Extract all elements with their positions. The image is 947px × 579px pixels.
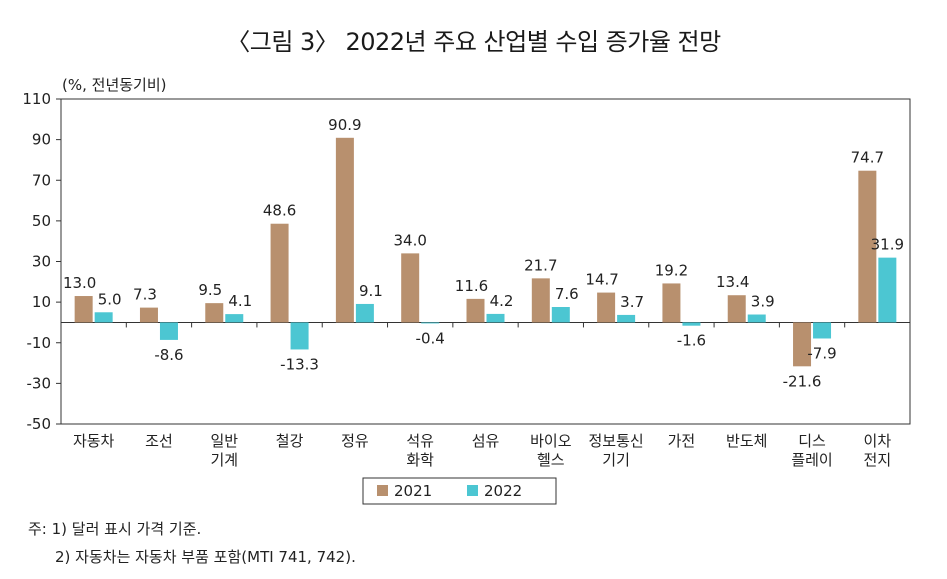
- y-tick-label: -10: [27, 334, 52, 352]
- bar-2021: [466, 298, 485, 323]
- bar-2021: [335, 137, 354, 323]
- x-category-label: 헬스: [537, 451, 565, 469]
- bar-2022: [486, 313, 505, 323]
- bar-2022: [551, 307, 570, 323]
- chart-title: 〈그림 3〉 2022년 주요 산업별 수입 증가율 전망: [226, 28, 721, 56]
- bar-2022: [159, 322, 178, 340]
- x-category-label: 정유: [341, 432, 369, 450]
- data-label-2021: 74.7: [851, 149, 884, 167]
- bar-2021: [727, 295, 746, 323]
- x-category-label: 기기: [602, 451, 630, 469]
- x-category-label: 디스: [798, 432, 826, 450]
- data-label-2021: 9.5: [198, 281, 222, 299]
- data-label-2022: 3.9: [751, 293, 775, 311]
- x-category-label: 이차: [864, 432, 892, 450]
- data-label-2022: 4.2: [490, 292, 514, 310]
- data-label-2021: 7.3: [133, 286, 157, 304]
- y-tick-label: 10: [32, 293, 51, 311]
- bar-2022: [813, 322, 832, 339]
- footnote-2: 2) 자동차는 자동차 부품 포함(MTI 741, 742).: [55, 548, 356, 566]
- data-label-2022: -7.9: [807, 344, 836, 362]
- y-tick-label: 50: [32, 212, 51, 230]
- legend-swatch-2022: [467, 485, 478, 496]
- data-label-2021: 13.4: [716, 273, 749, 291]
- data-label-2021: 14.7: [585, 271, 618, 289]
- y-axis-unit-label: (%, 전년동기비): [62, 76, 167, 94]
- bar-2022: [355, 303, 374, 323]
- y-tick-label: -30: [27, 374, 52, 392]
- x-category-label: 바이오: [530, 432, 572, 450]
- data-label-2022: -0.4: [416, 329, 445, 347]
- y-tick-label: -50: [27, 415, 52, 433]
- data-label-2022: -13.3: [280, 355, 319, 373]
- data-label-2021: 11.6: [455, 277, 488, 295]
- legend-label-2021: 2021: [394, 482, 432, 500]
- bar-2021: [205, 303, 224, 323]
- x-category-label: 석유: [406, 432, 434, 450]
- bar-2021: [531, 278, 550, 323]
- bar-2022: [747, 314, 766, 323]
- bar-2021: [793, 322, 812, 367]
- x-category-label: 섬유: [472, 432, 500, 450]
- legend-label-2022: 2022: [484, 482, 522, 500]
- bar-2021: [139, 307, 158, 323]
- x-category-label: 전지: [864, 451, 892, 469]
- x-category-label: 플레이: [791, 451, 832, 469]
- x-category-label: 조선: [145, 432, 173, 450]
- bar-2022: [290, 322, 309, 350]
- bar-2022: [617, 314, 636, 323]
- x-category-label: 정보통신: [589, 432, 644, 450]
- data-label-2021: 34.0: [393, 231, 426, 249]
- bar-2022: [682, 322, 701, 326]
- x-category-label: 반도체: [726, 432, 767, 450]
- data-label-2022: 4.1: [228, 292, 252, 310]
- x-category-label: 자동차: [73, 432, 115, 450]
- legend-box: [362, 477, 557, 505]
- y-tick-label: 70: [32, 171, 51, 189]
- bar-2021: [270, 223, 289, 323]
- x-category-label: 화학: [406, 451, 434, 469]
- data-label-2021: 21.7: [524, 256, 557, 274]
- data-label-2022: 5.0: [98, 290, 122, 308]
- bar-2022: [225, 314, 244, 323]
- bar-2021: [597, 292, 616, 323]
- y-tick-label: 110: [22, 90, 51, 108]
- bar-2021: [662, 283, 681, 323]
- bar-2022: [94, 312, 113, 323]
- data-label-2022: -1.6: [677, 332, 706, 350]
- data-label-2021: 48.6: [263, 202, 296, 220]
- data-label-2021: 90.9: [328, 116, 361, 134]
- data-label-2022: -8.6: [154, 346, 183, 364]
- footnote-1: 주: 1) 달러 표시 가격 기준.: [28, 520, 202, 538]
- data-label-2022: 7.6: [555, 285, 579, 303]
- data-label-2021: -21.6: [783, 372, 822, 390]
- x-category-label: 철강: [276, 432, 304, 450]
- x-category-label: 가전: [668, 432, 696, 450]
- data-label-2021: 19.2: [655, 261, 688, 279]
- x-category-label: 일반: [210, 432, 238, 450]
- legend-swatch-2021: [377, 485, 388, 496]
- bar-2022: [421, 322, 440, 324]
- x-category-label: 기계: [210, 451, 238, 469]
- data-label-2022: 9.1: [359, 282, 383, 300]
- bar-2021: [401, 253, 420, 323]
- y-tick-label: 30: [32, 253, 51, 271]
- data-label-2022: 3.7: [620, 293, 644, 311]
- data-label-2022: 31.9: [871, 236, 904, 254]
- bar-2022: [878, 257, 897, 323]
- bar-2021: [74, 296, 93, 323]
- y-tick-label: 90: [32, 131, 51, 149]
- data-label-2021: 13.0: [63, 274, 96, 292]
- bar-2021: [858, 170, 877, 323]
